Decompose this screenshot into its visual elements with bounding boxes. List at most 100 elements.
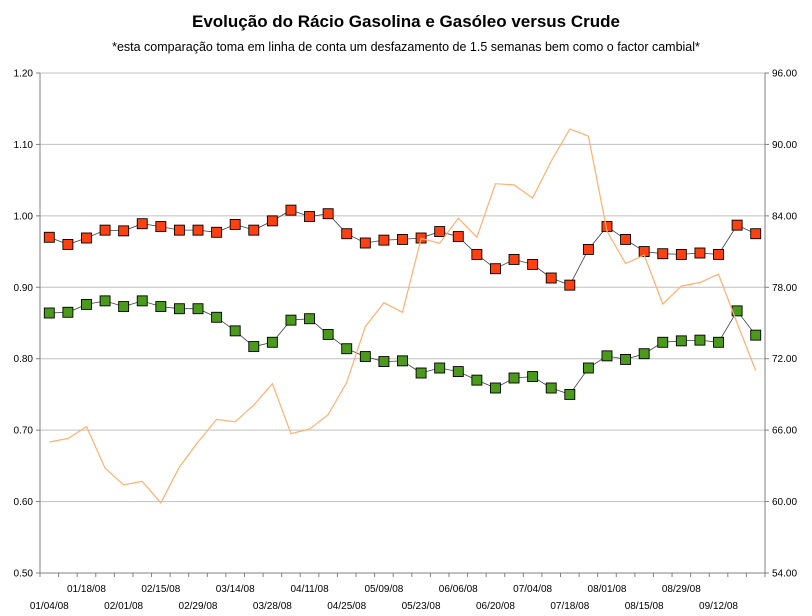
gasolina-point	[304, 211, 316, 223]
x-tick-label: 04/11/08	[290, 584, 329, 595]
gasoleo-point	[62, 306, 74, 318]
x-tick-label: 06/20/08	[476, 601, 515, 612]
gasolina-point	[378, 234, 390, 246]
gasoleo-point	[620, 353, 632, 365]
gasolina-point	[675, 248, 687, 260]
gasoleo-point	[638, 348, 650, 360]
gasolina-point	[750, 228, 762, 240]
series-layer	[43, 128, 762, 504]
gasoleo-point	[378, 356, 390, 368]
gasolina-point	[731, 219, 743, 231]
x-tick-label: 07/04/08	[513, 584, 552, 595]
gasolina-point	[452, 231, 464, 243]
chart-title: Evolução do Rácio Gasolina e Gasóleo ver…	[192, 12, 620, 31]
gasolina-point	[657, 248, 669, 260]
gasoleo-point	[118, 301, 130, 313]
gasolina-point	[81, 232, 92, 244]
y-left-tick-label: 0.90	[14, 283, 34, 294]
y-left-tick-label: 0.60	[14, 497, 34, 508]
gasoleo-point	[582, 362, 594, 374]
gasolina-point	[155, 221, 167, 233]
gasolina-point	[173, 224, 185, 236]
y-right-tick-label: 84.00	[772, 211, 797, 222]
gasolina-point	[211, 226, 223, 238]
x-tick-label: 05/23/08	[402, 601, 441, 612]
gasoleo-point	[285, 314, 297, 326]
y-left-tick-label: 0.50	[14, 569, 34, 580]
x-tick-label: 03/14/08	[216, 584, 255, 595]
gasoleo-point	[657, 336, 669, 348]
y-left-tick-label: 0.80	[14, 354, 34, 365]
gasoleo-point	[750, 329, 762, 341]
y-right-tick-label: 90.00	[772, 140, 797, 151]
gasolina-point	[99, 224, 111, 236]
x-tick-label: 02/01/08	[104, 601, 143, 612]
gasoleo-point	[173, 303, 185, 315]
gasolina-point	[713, 248, 724, 260]
x-tick-label: 08/01/08	[588, 584, 627, 595]
gasoleo-point	[192, 303, 204, 315]
gasolina-point	[582, 243, 594, 255]
gasoleo-point	[43, 307, 55, 319]
x-tick-label: 02/29/08	[179, 601, 218, 612]
gasolina-point	[508, 253, 520, 265]
gasoleo-point	[489, 382, 501, 394]
y-left-tick-label: 1.00	[14, 211, 34, 222]
gasolina-point	[192, 224, 204, 236]
gasoleo-point	[434, 362, 446, 374]
gasoleo-point	[508, 372, 520, 384]
gasoleo-point	[99, 295, 111, 307]
y-right-tick-label: 54.00	[772, 569, 797, 580]
x-tick-label: 02/15/08	[141, 584, 180, 595]
chart-subtitle: *esta comparação toma em linha de conta …	[112, 40, 700, 54]
gasoleo-point	[545, 382, 557, 394]
y-left-tick-label: 1.10	[14, 140, 34, 151]
x-tick-label: 08/29/08	[662, 584, 701, 595]
gasoleo-point	[322, 328, 334, 340]
gasoleo-point	[341, 343, 353, 355]
gasoleo-point	[359, 351, 371, 363]
gasolina-point	[136, 218, 148, 230]
x-tick-label: 01/04/08	[30, 601, 69, 612]
gasolina-point	[43, 231, 55, 243]
gasoleo-point	[397, 355, 408, 367]
x-tick-label: 04/25/08	[327, 601, 366, 612]
gasolina-point	[434, 226, 446, 238]
x-tick-label: 07/18/08	[550, 601, 589, 612]
crude-line	[49, 128, 757, 504]
gasoleo-point	[155, 301, 167, 313]
gasoleo-point	[211, 311, 223, 323]
x-tick-label: 06/06/08	[439, 584, 478, 595]
gasolina-point	[489, 263, 501, 275]
gasolina-point	[471, 248, 483, 260]
x-tick-label: 03/28/08	[253, 601, 292, 612]
y-right-tick-label: 96.00	[772, 69, 797, 80]
gasoleo-point	[248, 341, 260, 353]
gasolina-point	[248, 224, 260, 236]
gasolina-point	[359, 237, 371, 249]
x-tick-label: 08/15/08	[625, 601, 664, 612]
gasolina-point	[229, 218, 241, 230]
x-tick-label: 01/18/08	[67, 584, 106, 595]
gasoleo-point	[471, 374, 483, 386]
gasoleo-point	[415, 367, 427, 379]
gasoleo-point	[713, 336, 724, 348]
y-right-tick-label: 60.00	[772, 497, 797, 508]
gasoleo-point	[694, 334, 706, 346]
x-tick-label: 09/12/08	[699, 601, 738, 612]
gasoleo-point	[601, 350, 613, 362]
gasoleo-point	[675, 335, 687, 347]
gasoleo-point	[229, 325, 241, 337]
gasoleo-point	[266, 336, 278, 348]
gasoleo-point	[304, 313, 316, 325]
gasoleo-point	[452, 366, 464, 378]
y-right-tick-label: 78.00	[772, 283, 797, 294]
y-left-tick-label: 0.70	[14, 426, 34, 437]
gasolina-point	[322, 208, 334, 220]
gasolina-point	[694, 247, 706, 259]
gasolina-line	[49, 209, 756, 286]
gasoleo-point	[136, 295, 148, 307]
gasoleo-point	[527, 371, 539, 383]
gasolina-point	[285, 204, 297, 216]
y-right-tick-label: 72.00	[772, 354, 797, 365]
